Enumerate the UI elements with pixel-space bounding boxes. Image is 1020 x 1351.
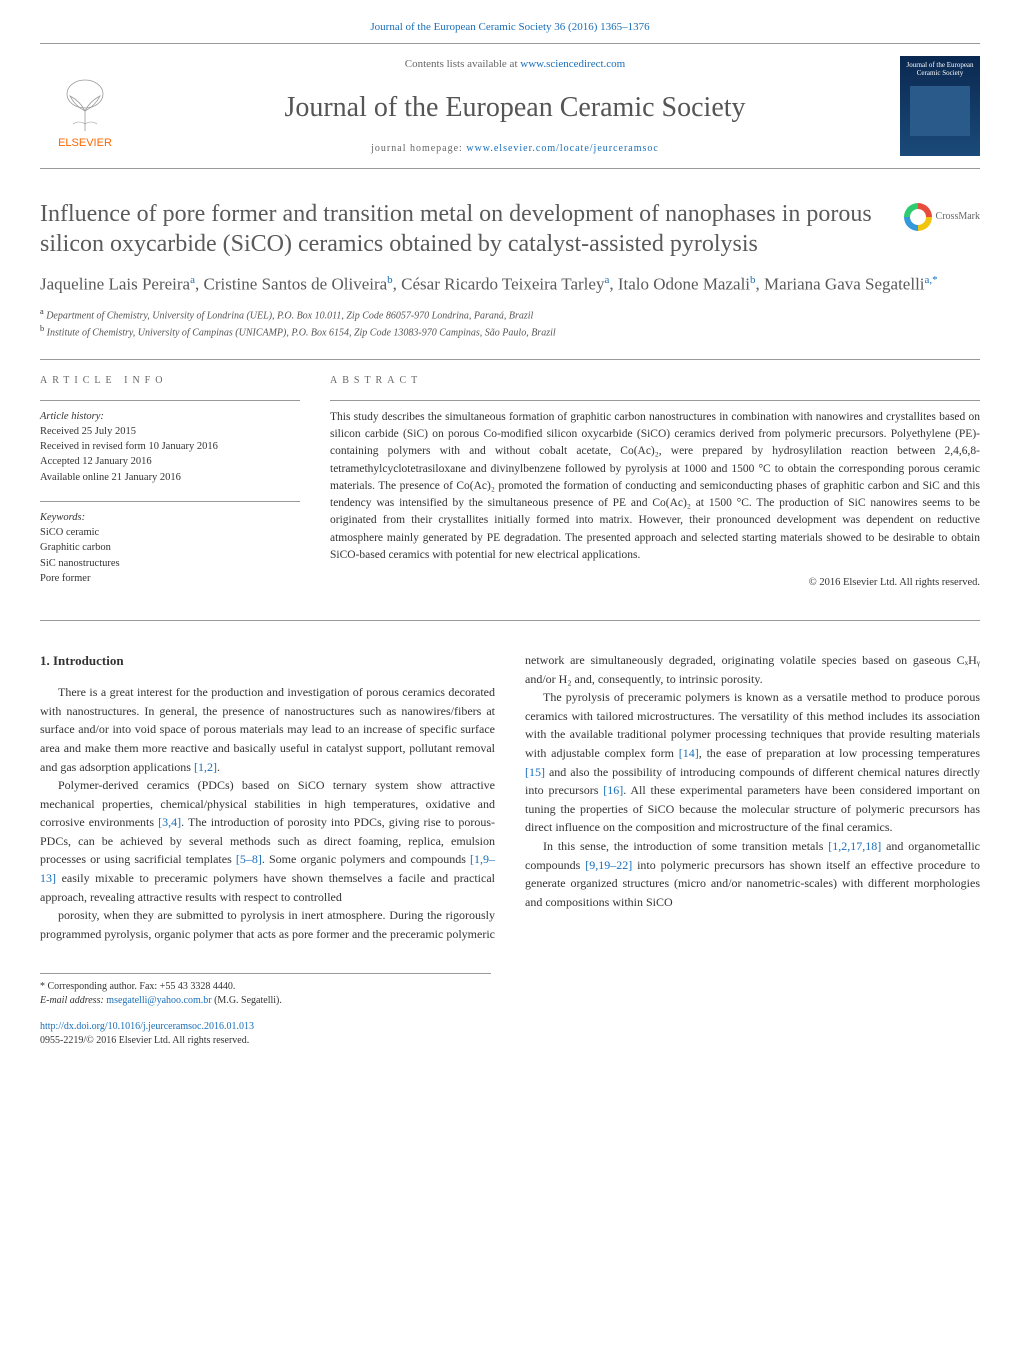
- corresponding-email-link[interactable]: msegatelli@yahoo.com.br: [106, 995, 211, 1006]
- elsevier-logo: ELSEVIER: [40, 61, 130, 151]
- corresponding-author-footnote: * Corresponding author. Fax: +55 43 3328…: [40, 973, 491, 1008]
- keywords-label: Keywords:: [40, 510, 300, 525]
- page-footer: * Corresponding author. Fax: +55 43 3328…: [40, 973, 980, 1048]
- journal-cover-thumbnail: Journal of the European Ceramic Society: [900, 56, 980, 156]
- body-paragraph: There is a great interest for the produc…: [40, 683, 495, 776]
- citation-link[interactable]: [14]: [679, 746, 699, 760]
- email-label: E-mail address:: [40, 995, 106, 1006]
- crossmark-icon: [904, 203, 932, 231]
- history-line: Received in revised form 10 January 2016: [40, 439, 300, 454]
- publisher-name: ELSEVIER: [58, 136, 112, 151]
- masthead: ELSEVIER Contents lists available at www…: [40, 43, 980, 169]
- divider: [40, 359, 980, 360]
- homepage-prefix: journal homepage:: [371, 143, 466, 154]
- history-label: Article history:: [40, 409, 300, 424]
- contents-available-line: Contents lists available at www.scienced…: [150, 57, 880, 72]
- citation-link[interactable]: [1,2,17,18]: [828, 839, 881, 853]
- issn-copyright-line: 0955-2219/© 2016 Elsevier Ltd. All right…: [40, 1034, 980, 1048]
- abstract-column: abstract This study describes the simult…: [330, 374, 980, 602]
- contents-prefix: Contents lists available at: [405, 58, 520, 70]
- divider: [40, 400, 300, 401]
- keyword-line: SiCO ceramic: [40, 525, 300, 540]
- history-line: Available online 21 January 2016: [40, 470, 300, 485]
- sciencedirect-link[interactable]: www.sciencedirect.com: [520, 58, 625, 70]
- article-header: Influence of pore former and transition …: [40, 199, 980, 621]
- masthead-center: Contents lists available at www.scienced…: [150, 57, 880, 156]
- citation-link[interactable]: [9,19–22]: [585, 858, 632, 872]
- journal-homepage-line: journal homepage: www.elsevier.com/locat…: [150, 142, 880, 156]
- article-info-column: article info Article history: Received 2…: [40, 374, 300, 602]
- keywords-block: Keywords: SiCO ceramicGraphitic carbonSi…: [40, 510, 300, 586]
- cover-title: Journal of the European Ceramic Society: [904, 62, 976, 77]
- body-paragraph: Polymer-derived ceramics (PDCs) based on…: [40, 776, 495, 906]
- divider: [40, 501, 300, 502]
- citation-link[interactable]: [3,4]: [158, 815, 181, 829]
- journal-title: Journal of the European Ceramic Society: [150, 88, 880, 127]
- elsevier-tree-icon: [55, 76, 115, 136]
- divider: [40, 620, 980, 621]
- article-history: Article history: Received 25 July 2015Re…: [40, 409, 300, 485]
- article-title: Influence of pore former and transition …: [40, 199, 884, 259]
- affiliation-line: b Institute of Chemistry, University of …: [40, 323, 980, 340]
- abstract-copyright: © 2016 Elsevier Ltd. All rights reserved…: [330, 576, 980, 591]
- article-body: 1. Introduction There is a great interes…: [40, 651, 980, 943]
- body-paragraph: In this sense, the introduction of some …: [525, 837, 980, 911]
- history-line: Accepted 12 January 2016: [40, 454, 300, 469]
- doi-link[interactable]: http://dx.doi.org/10.1016/j.jeurceramsoc…: [40, 1021, 254, 1032]
- cover-image-placeholder: [910, 86, 970, 136]
- section-heading-intro: 1. Introduction: [40, 651, 495, 671]
- abstract-heading: abstract: [330, 374, 980, 388]
- keyword-line: SiC nanostructures: [40, 556, 300, 571]
- citation-link[interactable]: [15]: [525, 765, 545, 779]
- citation-link[interactable]: [5–8]: [236, 852, 262, 866]
- affiliations: a Department of Chemistry, University of…: [40, 306, 980, 341]
- affiliation-line: a Department of Chemistry, University of…: [40, 306, 980, 323]
- keyword-line: Pore former: [40, 571, 300, 586]
- email-author: (M.G. Segatelli).: [214, 995, 282, 1006]
- author-list: Jaqueline Lais Pereiraa, Cristine Santos…: [40, 273, 980, 296]
- journal-homepage-link[interactable]: www.elsevier.com/locate/jeurceramsoc: [466, 143, 659, 154]
- info-abstract-row: article info Article history: Received 2…: [40, 374, 980, 602]
- corresponding-label: * Corresponding author. Fax: +55 43 3328…: [40, 980, 491, 994]
- crossmark-badge[interactable]: CrossMark: [904, 203, 980, 231]
- crossmark-label: CrossMark: [936, 210, 980, 224]
- article-info-heading: article info: [40, 374, 300, 388]
- citation-link[interactable]: [1,2]: [194, 760, 217, 774]
- divider: [330, 400, 980, 401]
- keyword-line: Graphitic carbon: [40, 540, 300, 555]
- abstract-text: This study describes the simultaneous fo…: [330, 409, 980, 564]
- citation-link[interactable]: [16]: [603, 783, 623, 797]
- header-citation: Journal of the European Ceramic Society …: [0, 0, 1020, 43]
- history-line: Received 25 July 2015: [40, 424, 300, 439]
- citation-link[interactable]: [1,9–13]: [40, 852, 495, 885]
- body-paragraph: The pyrolysis of preceramic polymers is …: [525, 688, 980, 837]
